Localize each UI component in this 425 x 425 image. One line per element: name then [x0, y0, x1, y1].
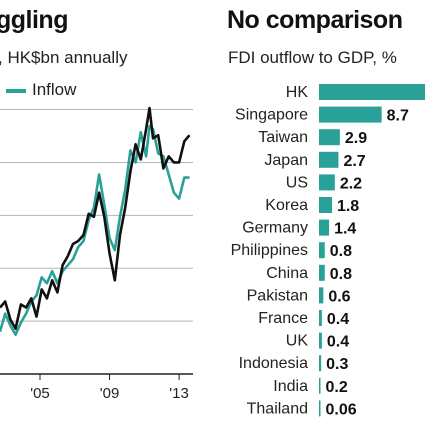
bar-category-label: Singapore — [235, 107, 308, 124]
bar-value-label: 0.8 — [330, 243, 352, 260]
bar — [319, 174, 335, 191]
x-tick-label: '13 — [169, 385, 189, 402]
x-tick-label: '05 — [30, 385, 50, 402]
bar-category-label: US — [286, 174, 308, 191]
bar-category-label: Pakistan — [247, 287, 308, 304]
bar — [319, 197, 332, 213]
bar — [319, 287, 324, 304]
bar-value-label: 2.2 — [340, 175, 362, 192]
bar — [319, 151, 339, 168]
bar-category-label: HK — [286, 84, 309, 101]
bar-value-label: 2.7 — [343, 153, 365, 170]
line-chart-legend: Inflow — [6, 80, 76, 100]
bar-category-label: Thailand — [247, 400, 308, 417]
x-tick-label: '09 — [100, 385, 120, 402]
bar-category-label: India — [273, 378, 308, 395]
bar-value-label: 8.7 — [387, 108, 409, 125]
bar-value-label: 1.4 — [334, 221, 356, 238]
line-chart: '05 '09 '13 — [0, 106, 193, 402]
bar-value-label: 1.8 — [337, 198, 359, 215]
bar-value-label: 0.3 — [326, 356, 348, 373]
line-chart-title: ggling — [0, 6, 68, 34]
bar — [319, 377, 321, 394]
bar-category-label: UK — [286, 333, 309, 350]
bar-category-label: Philippines — [231, 242, 308, 259]
bar-value-label: 0.2 — [326, 379, 348, 396]
bar-category-label: Indonesia — [239, 355, 308, 372]
bar — [319, 129, 340, 146]
bar-category-label: China — [266, 265, 308, 282]
line-chart-subtitle: , HK$bn annually — [0, 48, 128, 67]
bar — [319, 310, 322, 326]
bar-value-label: 0.8 — [330, 266, 352, 283]
bar-value-label: 0.06 — [326, 401, 357, 418]
bar — [319, 106, 382, 123]
bar-value-label: 0.4 — [327, 311, 349, 328]
bar-value-label: 2.9 — [345, 130, 367, 147]
series-line-black — [0, 106, 191, 330]
bar — [319, 355, 322, 372]
bar-category-label: Korea — [265, 197, 308, 214]
bar-category-label: Taiwan — [258, 129, 308, 146]
legend-inflow-swatch — [6, 88, 26, 93]
bar — [319, 264, 325, 281]
bar-value-label: 0.6 — [328, 288, 350, 305]
bar-chart-title: No comparison — [227, 6, 403, 34]
bar — [319, 84, 425, 100]
bar-category-label: France — [258, 310, 308, 327]
bar-chart-subtitle: FDI outflow to GDP, % — [228, 48, 397, 67]
bar — [319, 400, 321, 417]
bar-category-label: Japan — [264, 152, 308, 169]
legend-inflow-label: Inflow — [32, 80, 77, 99]
bar — [319, 242, 325, 259]
bar-category-label: Germany — [242, 220, 308, 237]
bar — [319, 332, 322, 349]
bar-value-label: 0.4 — [327, 334, 349, 351]
bar — [319, 219, 330, 236]
